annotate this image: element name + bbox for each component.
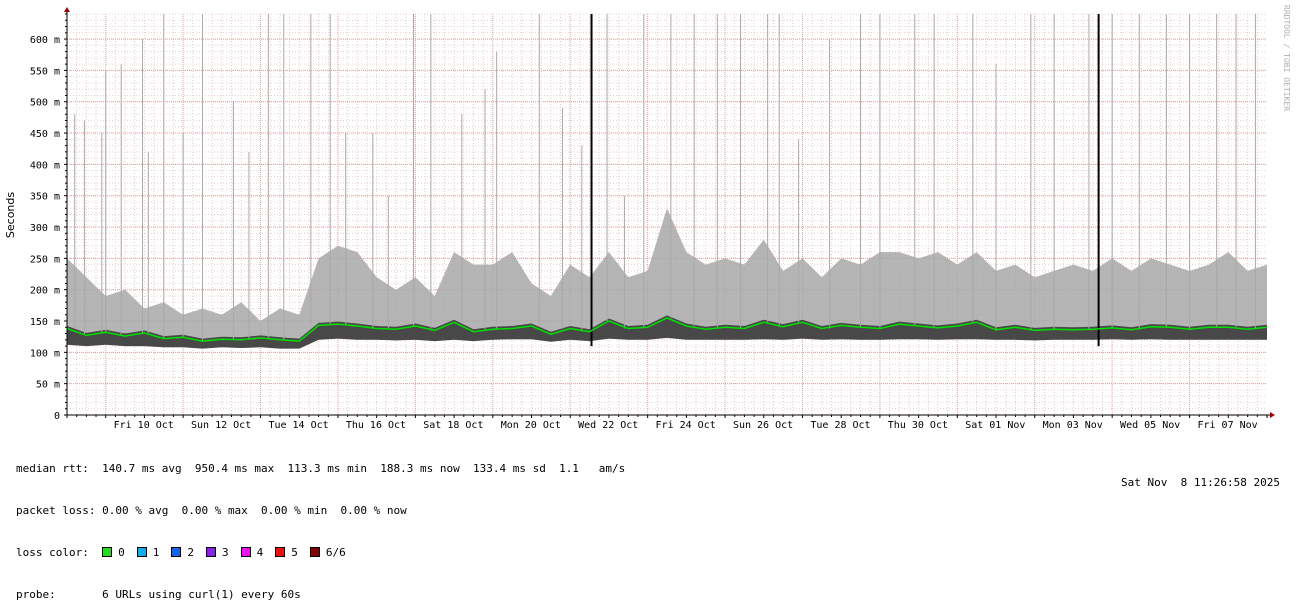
loss-color-label: loss color: [16,546,89,559]
x-tick-label: Tue 14 Oct [268,420,328,431]
legend: median rtt: 140.7 ms avg 950.4 ms max 11… [16,434,625,616]
x-tick-label: Fri 10 Oct [114,420,174,431]
loss-color-label-text: 2 [187,546,194,559]
y-tick-label: 400 m [30,160,60,171]
loss-color-label-text: 5 [291,546,298,559]
y-tick-label: 500 m [30,98,60,109]
x-tick-label: Wed 22 Oct [578,420,638,431]
x-axis-arrow [1270,412,1275,418]
packet-loss-value: 0.00 % avg 0.00 % max 0.00 % min 0.00 % … [102,504,407,517]
x-tick-label: Wed 05 Nov [1120,420,1180,431]
y-axis-arrow [64,7,70,12]
y-tick-label: 200 m [30,286,60,297]
y-tick-label: 300 m [30,223,60,234]
loss-color-item: 4 [240,546,264,559]
y-tick-label: 0 [54,411,60,422]
loss-color-label-text: 6/6 [325,546,346,559]
median-rtt-label: median rtt: [16,462,89,475]
x-tick-label: Thu 16 Oct [346,420,406,431]
loss-color-item: 2 [171,546,194,559]
x-tick-label: Mon 03 Nov [1043,420,1103,431]
y-tick-label: 150 m [30,317,60,328]
rtt-envelope-area [67,208,1267,349]
latency-chart: 0 50 m 100 m 150 m 200 m 250 m 300 m 350 m 400 m… [4,5,1291,431]
x-tick-label: Fri 07 Nov [1197,420,1257,431]
loss-color-swatch [275,547,286,557]
x-tick-labels: Fri 10 Oct Sun 12 Oct Tue 14 Oct Thu 16 Oct… [114,420,1258,431]
x-tick-label: Sun 26 Oct [733,420,793,431]
loss-color-label-text: 3 [221,546,229,559]
loss-color-swatch [240,547,251,557]
x-tick-label: Thu 30 Oct [888,420,948,431]
loss-color-swatch [102,547,113,557]
packet-loss-label: packet loss: [16,504,96,517]
y-tick-label: 250 m [30,254,60,265]
y-tick-label: 50 m [36,380,60,391]
loss-color-item: 5 [275,546,298,559]
median-rtt-value: 140.7 ms avg 950.4 ms max 113.3 ms min 1… [102,462,626,475]
x-tick-label: Sun 12 Oct [191,420,251,431]
x-tick-label: Tue 28 Oct [810,420,870,431]
y-tick-label: 350 m [30,192,60,203]
loss-color-label-text: 1 [152,546,160,559]
loss-color-list: 0 1 2 3 4 5 6/6 [102,546,358,559]
y-tick-label: 550 m [30,66,60,77]
timestamp: Sat Nov 8 11:26:58 2025 [1121,476,1280,489]
loss-color-row: loss color: 0 1 2 3 4 5 6/6 [16,546,625,560]
y-tick-label: 450 m [30,129,60,140]
loss-color-item: 1 [136,546,160,559]
packet-loss-row: packet loss: 0.00 % avg 0.00 % max 0.00 … [16,504,625,518]
y-axis-label: Seconds [4,192,17,238]
series-layer [66,14,1268,349]
y-tick-labels: 0 50 m 100 m 150 m 200 m 250 m 300 m 350 m 400 m… [30,35,60,422]
loss-color-item: 3 [205,546,229,559]
loss-color-label-text: 4 [256,546,264,559]
loss-color-item: 6/6 [309,546,346,559]
chart-axes [64,7,1275,418]
median-rtt-row: median rtt: 140.7 ms avg 950.4 ms max 11… [16,462,625,476]
loss-color-swatch [136,547,147,557]
loss-color-swatch [205,547,216,557]
loss-color-swatch [309,547,320,557]
rrdtool-watermark: RRDTOOL / TOBI OETIKER [1282,5,1291,111]
probe-row: probe: 6 URLs using curl(1) every 60s [16,588,625,602]
y-tick-label: 100 m [30,348,60,359]
y-tick-label: 600 m [30,35,60,46]
x-tick-label: Mon 20 Oct [501,420,561,431]
probe-value: 6 URLs using curl(1) every 60s [102,588,301,601]
x-tick-label: Fri 24 Oct [656,420,716,431]
median-rtt-line [66,317,1268,342]
x-tick-label: Sat 01 Nov [965,420,1025,431]
probe-label: probe: [16,588,56,601]
loss-color-swatch [171,547,182,557]
loss-color-label-text: 0 [118,546,125,559]
loss-color-item: 0 [102,546,125,559]
x-tick-label: Sat 18 Oct [423,420,483,431]
